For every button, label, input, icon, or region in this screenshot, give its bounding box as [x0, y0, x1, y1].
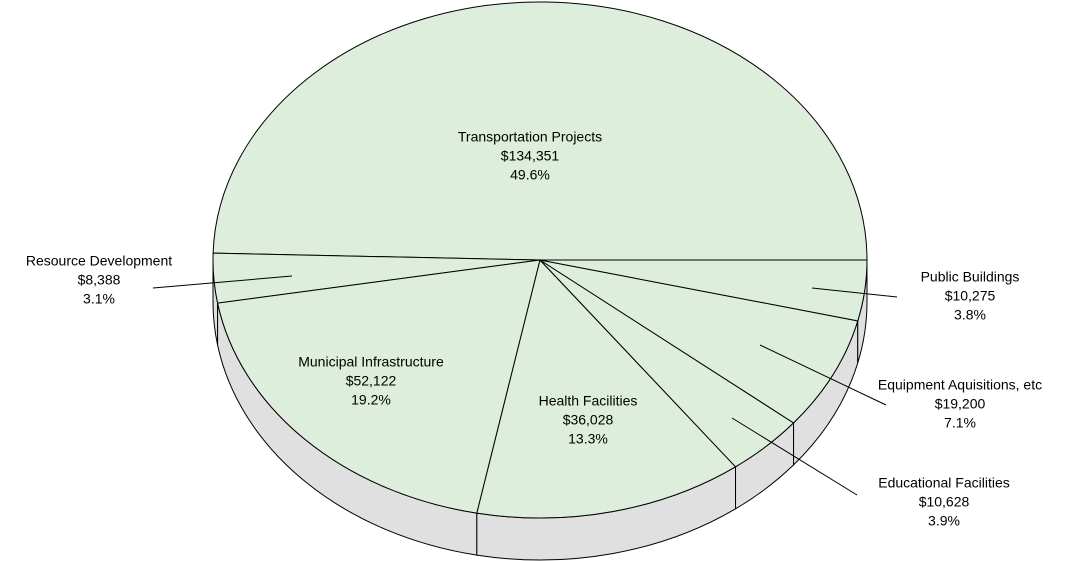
slice-percent: 3.8% — [954, 307, 986, 323]
slice-value: $10,275 — [945, 288, 996, 304]
leader-line — [152, 275, 293, 289]
slice-label: Equipment Aquisitions, etc — [878, 377, 1042, 393]
slice-percent: 3.9% — [928, 513, 960, 529]
slice-value: $10,628 — [919, 494, 970, 510]
slice-label: Resource Development — [26, 253, 172, 269]
slice-value: $8,388 — [78, 272, 121, 288]
slice-percent: 7.1% — [944, 415, 976, 431]
slice-percent: 3.1% — [83, 291, 115, 307]
pie-slice — [476, 258, 737, 519]
slice-value: $19,200 — [935, 396, 986, 412]
leader-line — [759, 344, 887, 406]
slice-percent: 13.3% — [568, 431, 608, 447]
slice-label: Health Facilities — [539, 393, 638, 409]
slice-value: $134,351 — [501, 148, 560, 164]
slice-percent: 19.2% — [351, 392, 391, 408]
slice-value: $36,028 — [563, 412, 614, 428]
pie-slice — [212, 1, 868, 261]
leader-line — [811, 287, 898, 298]
pie-slice — [539, 259, 868, 322]
slice-label: Public Buildings — [921, 269, 1020, 285]
slice-label: Educational Facilities — [878, 475, 1010, 491]
pie-slice — [216, 259, 541, 514]
slice-label: Transportation Projects — [458, 129, 602, 145]
slice-label: Municipal Infrastructure — [298, 354, 444, 370]
leader-line — [731, 417, 858, 496]
pie-slice — [539, 259, 859, 424]
slice-value: $52,122 — [346, 373, 397, 389]
slice-percent: 49.6% — [510, 167, 550, 183]
